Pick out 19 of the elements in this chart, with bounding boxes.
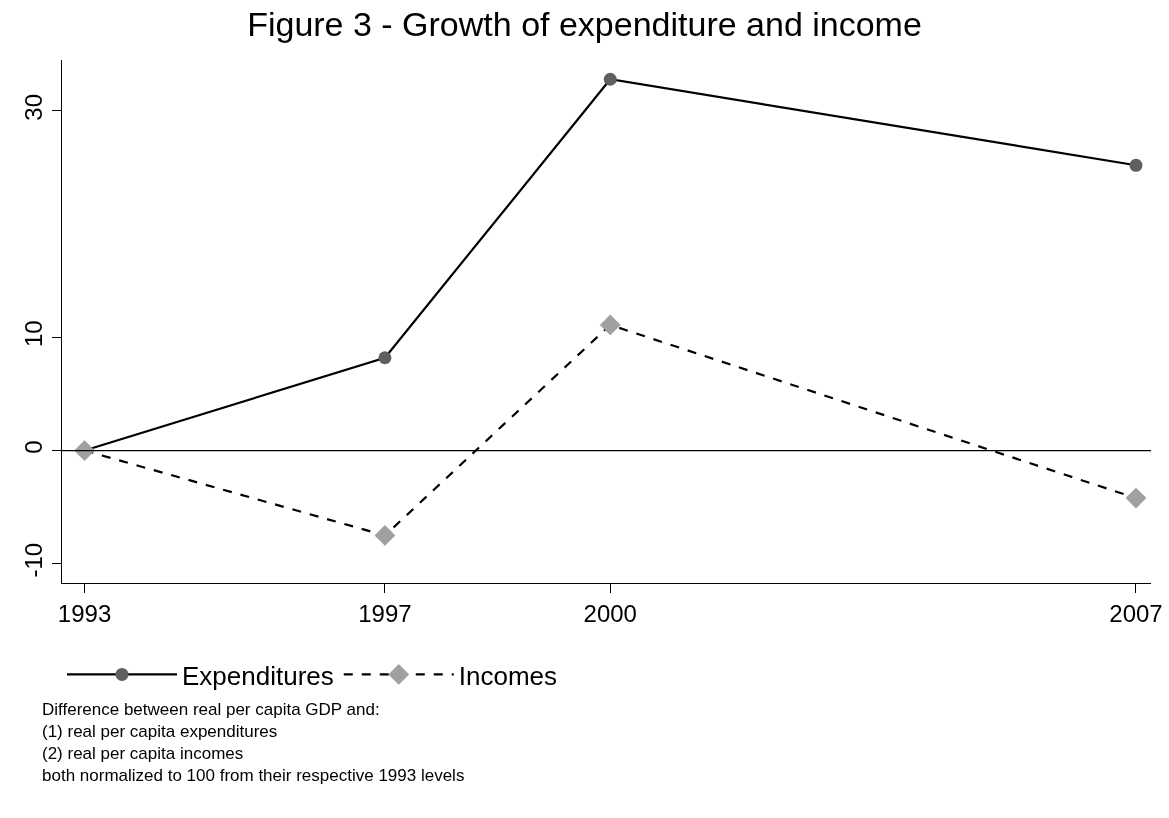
- x-tick-label: 2000: [583, 599, 637, 627]
- chart-title: Figure 3 - Growth of expenditure and income: [247, 5, 922, 44]
- point: [1125, 487, 1147, 509]
- point: [378, 351, 392, 365]
- point: [1129, 158, 1143, 172]
- point: [599, 314, 621, 336]
- x-tick-label: 1997: [358, 599, 412, 627]
- y-tick-label: 30: [20, 93, 48, 121]
- x-tick-label: 1993: [57, 599, 112, 627]
- y-tick-label: 0: [20, 440, 48, 454]
- point: [374, 525, 396, 546]
- text: Difference between real per capita GDP and: (1) real per capita expenditures (2) real per capita incomes both normalized to 100 from their respective 1993 levels: [42, 700, 465, 786]
- legend-label: Expenditures: [182, 660, 334, 691]
- x-tick-label: 2007: [1109, 599, 1163, 627]
- point: [74, 440, 95, 461]
- y-tick-label: 10: [20, 320, 48, 348]
- legend-label: Incomes: [458, 660, 558, 691]
- y-tick-label: -10: [20, 542, 48, 578]
- point: [603, 72, 617, 86]
